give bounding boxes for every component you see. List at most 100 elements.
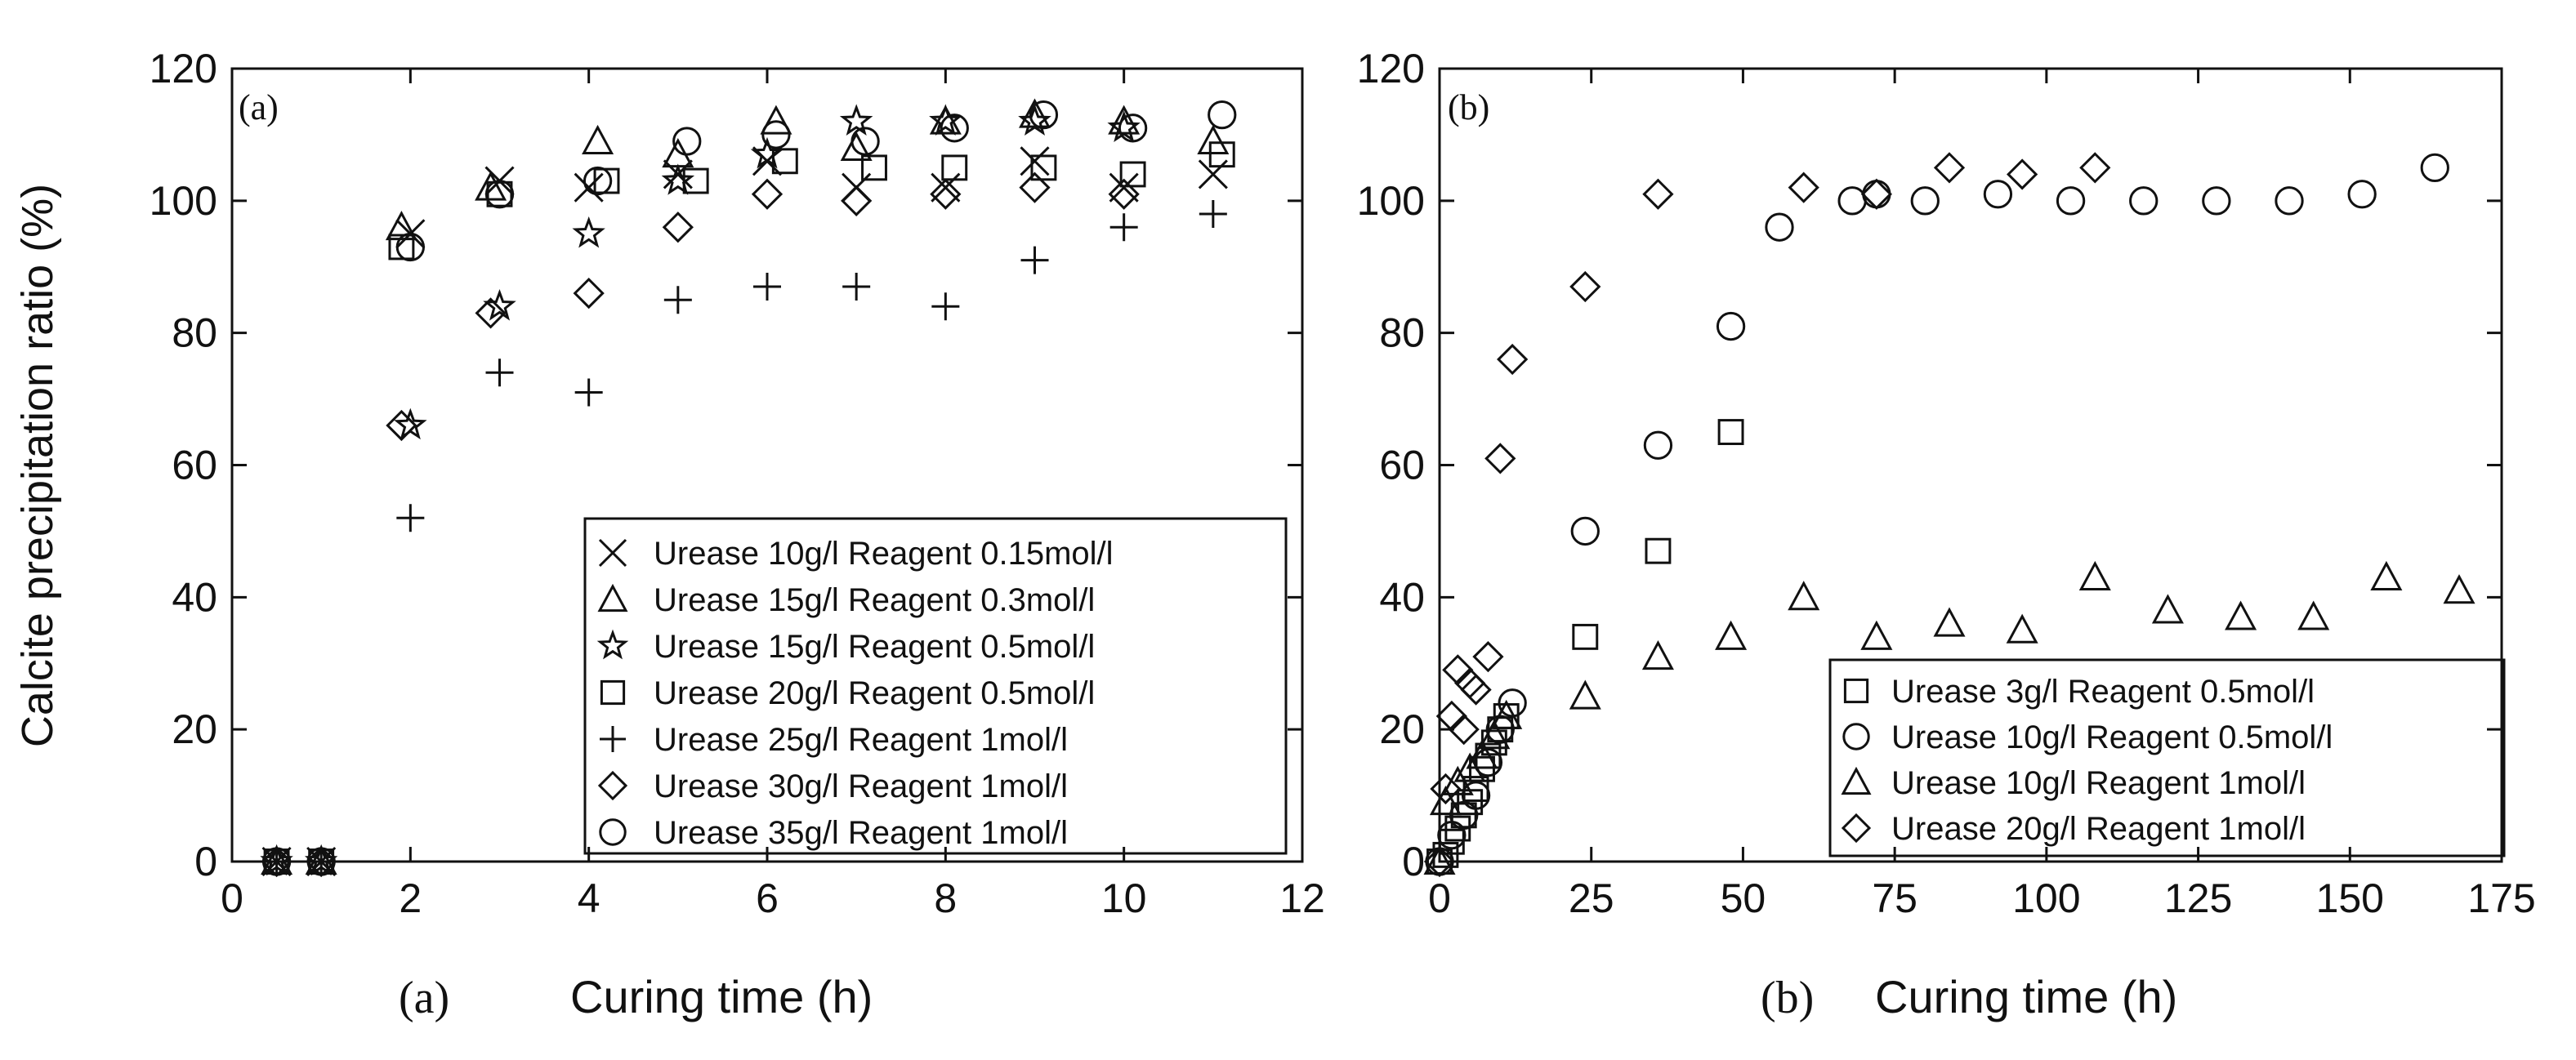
data-point-triangle [2006, 613, 2038, 644]
y-tick-label: 60 [1379, 443, 1425, 488]
panel-a-caption-tag: (a) [399, 973, 449, 1023]
data-point-circle [1983, 180, 2013, 209]
x-tick-label: 6 [756, 875, 779, 921]
data-point-x [663, 159, 693, 189]
data-point-circle [484, 180, 515, 209]
panel-b-legend-box [1828, 658, 2506, 857]
data-point-square [861, 154, 887, 181]
data-point-star [572, 216, 605, 248]
data-point-diamond [386, 409, 417, 442]
data-point-diamond [841, 185, 873, 216]
data-point-plus [663, 286, 692, 314]
series-5 [262, 200, 1227, 875]
panel-b: (b) 0 25 50 75 100 125 150 175 020406080100120 … [1357, 46, 2536, 1023]
panel-a-legend-box [583, 517, 1288, 855]
data-point-circle [1570, 516, 1600, 546]
data-point-circle [1485, 715, 1515, 744]
data-point-circle [2420, 153, 2449, 183]
data-point-diamond [930, 178, 962, 210]
y-tick-label: 120 [1357, 46, 1425, 91]
panel-b-y-axis: 0 20 40 60 80 100 120 [1357, 46, 2502, 884]
data-point-circle [672, 127, 702, 156]
y-tick-label: 20 [172, 706, 217, 752]
data-point-square [771, 148, 798, 175]
data-point-triangle [1478, 719, 1511, 750]
data-point-circle [761, 120, 791, 149]
y-tick-label: 80 [172, 310, 217, 356]
data-point-circle [1029, 100, 1059, 130]
legend-marker-star [596, 629, 629, 660]
data-point-x [931, 172, 961, 203]
data-point-triangle [929, 105, 962, 135]
legend-marker-square [1843, 678, 1869, 704]
series-7 [261, 100, 1237, 876]
data-point-diamond [1460, 674, 1492, 706]
data-point-triangle [840, 131, 873, 162]
y-tick-label: 60 [172, 443, 217, 488]
data-point-circle [850, 127, 880, 156]
legend-marker-diamond [1841, 813, 1872, 844]
data-point-triangle [1641, 640, 1674, 670]
x-tick-label: 0 [1428, 875, 1451, 921]
data-point-square [682, 167, 709, 194]
data-point-triangle [2443, 574, 2476, 604]
data-point-circle [1910, 186, 1940, 216]
x-tick-label: 12 [1279, 875, 1325, 921]
legend-marker-triangle [1841, 766, 1872, 795]
panel-a: (a) 0 2 4 6 8 10 12 0 20 40 60 80 100 120 Calcite pr… [13, 46, 1325, 1023]
data-point-diamond [1472, 641, 1504, 673]
data-point-star [839, 104, 873, 136]
data-point-diamond [1642, 178, 1674, 210]
legend-label: Urease 15g/l Reagent 0.5mol/l [654, 629, 1095, 665]
data-point-circle [1118, 114, 1148, 143]
data-point-circle [583, 166, 613, 196]
data-point-triangle [475, 171, 507, 201]
data-point-plus [307, 848, 336, 875]
data-point-circle [306, 847, 336, 876]
legend-label: Urease 30g/l Reagent 1mol/l [654, 768, 1068, 804]
x-tick-label: 75 [1872, 875, 1917, 921]
y-tick-label: 120 [150, 46, 217, 91]
data-point-x [574, 172, 604, 203]
panel-a-caption: (a) Curing time (h) [399, 971, 873, 1023]
data-point-square [1030, 154, 1057, 181]
data-point-triangle [1569, 679, 1601, 710]
data-point-diamond [1019, 171, 1051, 203]
legend-label: Urease 20g/l Reagent 0.5mol/l [654, 675, 1095, 711]
data-point-star [483, 289, 516, 321]
data-point-star [1018, 104, 1051, 136]
data-point-circle [2202, 186, 2231, 216]
x-tick-label: 25 [1569, 875, 1614, 921]
data-point-circle [2275, 186, 2304, 216]
data-point-diamond [751, 178, 784, 210]
data-point-square [1572, 623, 1599, 650]
data-point-diamond [1933, 152, 1966, 184]
data-point-diamond [573, 277, 605, 310]
data-point-diamond [1497, 343, 1529, 376]
panel-a-legend: Urease 10g/l Reagent 0.15mol/l Urease 15g… [583, 517, 1288, 855]
panel-a-x-axis-label: Curing time (h) [570, 971, 873, 1022]
data-point-diamond [1860, 178, 1892, 210]
data-point-plus [262, 848, 291, 875]
data-point-square [1487, 716, 1514, 743]
data-point-triangle [1466, 739, 1498, 769]
data-point-circle [261, 847, 292, 876]
data-point-circle [940, 114, 969, 143]
panel-b-caption-tag: (b) [1761, 973, 1814, 1023]
data-point-diamond [475, 297, 507, 329]
data-point-plus [1199, 200, 1227, 229]
legend-label: Urease 10g/l Reagent 0.5mol/l [1891, 719, 2333, 755]
data-point-diamond [1423, 845, 1456, 878]
data-point-x [1109, 172, 1139, 203]
data-point-x [1020, 146, 1050, 176]
legend-marker-x [598, 538, 627, 568]
data-point-triangle [2078, 560, 2111, 591]
data-point-circle [1716, 311, 1746, 341]
x-tick-label: 0 [221, 875, 243, 921]
data-point-diamond [1484, 443, 1516, 474]
data-point-diamond [1108, 178, 1140, 210]
data-point-circle [1643, 430, 1673, 460]
y-tick-label: 20 [1379, 706, 1425, 752]
